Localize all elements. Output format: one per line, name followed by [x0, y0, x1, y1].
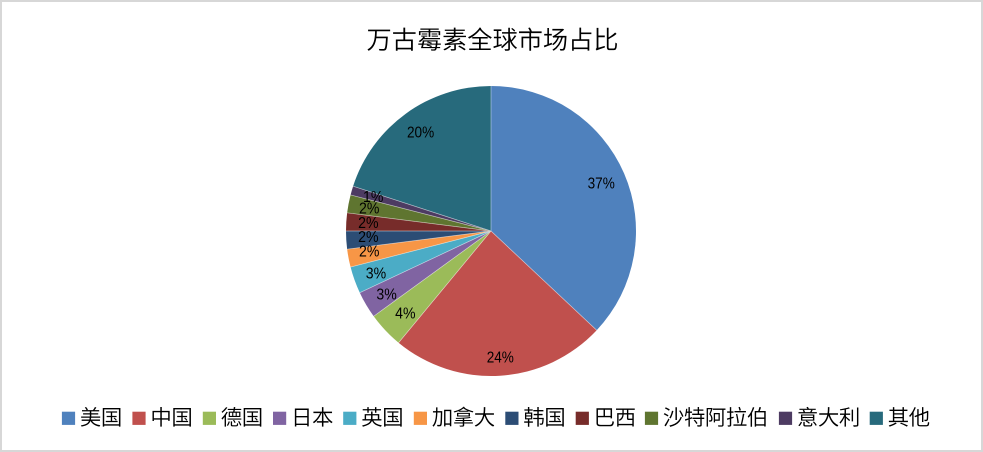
svg-text:3%: 3%: [366, 266, 387, 283]
svg-text:20%: 20%: [407, 124, 435, 141]
svg-text:2%: 2%: [358, 215, 379, 232]
svg-text:37%: 37%: [588, 175, 616, 192]
svg-text:2%: 2%: [358, 229, 379, 246]
svg-text:2%: 2%: [359, 244, 380, 261]
svg-text:4%: 4%: [395, 305, 416, 322]
svg-text:3%: 3%: [376, 286, 397, 303]
svg-text:24%: 24%: [487, 350, 515, 367]
svg-text:1%: 1%: [363, 189, 384, 206]
svg-text:2%: 2%: [359, 201, 380, 218]
